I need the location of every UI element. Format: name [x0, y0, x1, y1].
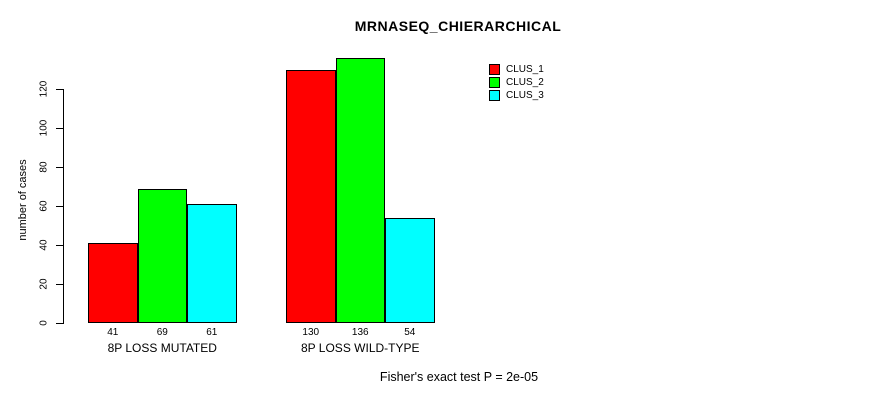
bar-clus_3-group2: [385, 217, 435, 323]
y-axis-tick-label: 40: [38, 239, 50, 251]
y-axis-tick: [56, 284, 63, 286]
y-axis-tick: [56, 167, 63, 169]
legend-item: CLUS_2: [489, 77, 544, 88]
category-label: 8P LOSS WILD-TYPE: [301, 341, 420, 355]
bar-clus_3-group1: [187, 204, 237, 323]
y-axis-tick-label: 80: [38, 161, 50, 173]
y-axis-tick: [56, 128, 63, 130]
legend-color-swatch: [489, 77, 500, 88]
legend: CLUS_1 CLUS_2 CLUS_3: [489, 64, 544, 103]
y-axis-tick: [56, 245, 63, 247]
y-axis-tick-label: 0: [38, 320, 50, 326]
y-axis-tick: [56, 89, 63, 91]
bar-value-label: 69: [156, 327, 168, 338]
bar-clus_1-group2: [286, 69, 336, 323]
bar-value-label: 61: [206, 327, 218, 338]
bar-clus_2-group2: [335, 58, 385, 323]
category-label: 8P LOSS MUTATED: [107, 341, 217, 355]
bar-value-label: 54: [404, 327, 416, 338]
y-axis-line: [63, 89, 64, 324]
bar-value-label: 136: [351, 327, 369, 338]
legend-item-label: CLUS_3: [506, 90, 544, 101]
bar-value-label: 130: [302, 327, 320, 338]
legend-item: CLUS_1: [489, 64, 544, 75]
y-axis-tick-label: 100: [38, 119, 50, 137]
bar-clus_1-group1: [88, 243, 138, 323]
legend-item: CLUS_3: [489, 90, 544, 101]
y-axis-tick-label: 60: [38, 200, 50, 212]
chart-title: MRNASEQ_CHIERARCHICAL: [354, 18, 562, 34]
y-axis-tick: [56, 323, 63, 324]
y-axis-tick-label: 120: [38, 80, 50, 98]
bar-clus_2-group1: [137, 188, 187, 323]
legend-item-label: CLUS_2: [506, 77, 544, 88]
y-axis-tick: [56, 206, 63, 208]
legend-item-label: CLUS_1: [506, 64, 544, 75]
y-axis-tick-label: 20: [38, 278, 50, 290]
legend-color-swatch: [489, 64, 500, 75]
bar-value-label: 41: [107, 327, 119, 338]
fisher-test-annotation: Fisher's exact test P = 2e-05: [379, 370, 539, 384]
legend-color-swatch: [489, 90, 500, 101]
